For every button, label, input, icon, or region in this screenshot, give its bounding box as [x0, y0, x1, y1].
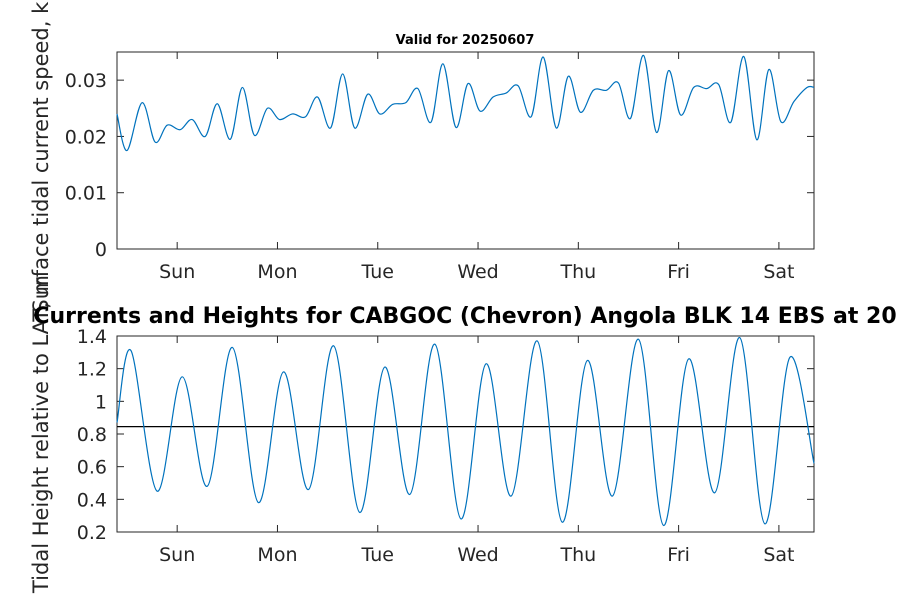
speed-y-axis-label: Surface tidal current speed, kn [29, 0, 53, 313]
x-tick-label: Wed [457, 261, 498, 283]
height-chart-title: Currents and Heights for CABGOC (Chevron… [33, 304, 896, 329]
current-speed-line [116, 54, 815, 152]
y-tick-label: 1.2 [77, 359, 107, 381]
x-tick-label: Tue [361, 544, 394, 566]
x-tick-label: Tue [361, 261, 394, 283]
speed-y-ticks: 0 0.01 0.02 0.03 [65, 70, 814, 261]
x-tick-label: Sat [763, 544, 794, 566]
x-tick-label: Fri [667, 261, 690, 283]
x-tick-label: Sat [763, 261, 794, 283]
speed-x-ticks: Sun Mon Tue Wed Thu Fri Sat [159, 52, 794, 283]
y-tick-label: 1.4 [77, 326, 107, 348]
y-tick-label: 0.01 [65, 183, 107, 205]
y-tick-label: 0 [95, 239, 107, 261]
speed-plot-area [116, 51, 815, 250]
height-x-ticks: Sun Mon Tue Wed Thu Fri Sat [159, 336, 794, 566]
y-tick-label: 1 [95, 391, 107, 413]
x-tick-label: Wed [457, 544, 498, 566]
y-tick-label: 0.02 [65, 126, 107, 148]
y-tick-label: 0.03 [65, 70, 107, 92]
x-tick-label: Thu [559, 544, 596, 566]
x-tick-label: Mon [257, 544, 297, 566]
x-tick-label: Sun [159, 544, 195, 566]
x-tick-label: Fri [667, 544, 690, 566]
x-tick-label: Sun [159, 261, 195, 283]
y-tick-label: 0.4 [77, 489, 107, 511]
tidal-height-line [116, 337, 815, 527]
y-tick-label: 0.2 [77, 522, 107, 544]
x-tick-label: Mon [257, 261, 297, 283]
height-plot-area [116, 335, 815, 533]
x-tick-label: Thu [559, 261, 596, 283]
height-y-axis-label: Tidal Height relative to LAT, m [29, 275, 53, 594]
height-y-ticks: 0.2 0.4 0.6 0.8 1 1.2 1.4 [77, 326, 814, 544]
y-tick-label: 0.6 [77, 457, 107, 479]
y-tick-label: 0.8 [77, 424, 107, 446]
speed-chart-title: Valid for 20250607 [396, 33, 535, 48]
